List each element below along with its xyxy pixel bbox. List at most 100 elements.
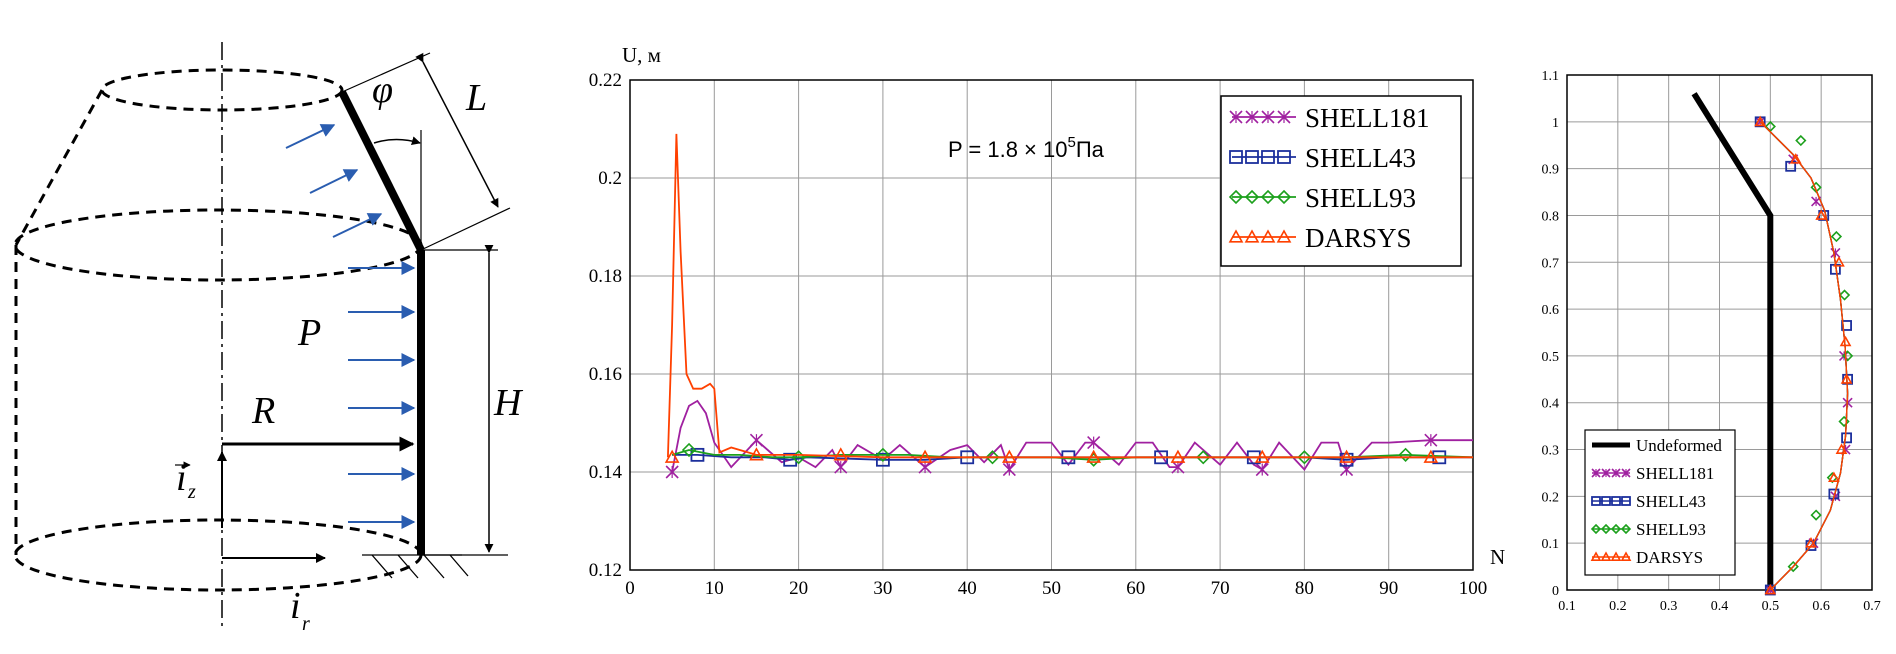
chart2-series-line-shell181 [671, 399, 1473, 473]
p-label: P [297, 312, 321, 354]
chart2-point-darsys [1423, 449, 1439, 463]
chart3-legend-label: SHELL93 [1636, 520, 1706, 539]
displacement-vs-n-chart: 0 10 20 30 40 50 60 70 80 90 100 0.120.140.160.180… [589, 43, 1505, 599]
chart3-legend-marker [1601, 496, 1611, 506]
chart2-point-shell93 [681, 442, 697, 458]
chart3-point-darsys [1828, 471, 1840, 483]
middle-ellipse [13, 208, 423, 282]
chart3-y-tick-label: 0.5 [1542, 350, 1560, 365]
chart3-legend-marker [1611, 496, 1621, 506]
shell-diagram: φ L P R H i z i r [13, 42, 524, 635]
chart3-legend-marker [1621, 468, 1631, 478]
chart2-legend-marker [1277, 150, 1291, 164]
chart3-x-tick-label: 0.4 [1711, 599, 1729, 614]
chart2-y-ticks: 0.12 0.14 0.16 0.18 0.2 0.22 [589, 70, 623, 581]
chart2-point-darsys [917, 449, 933, 463]
chart2-x-tick-label: 10 [705, 578, 724, 599]
chart3-point-shell93 [1838, 289, 1851, 301]
chart3-point-shell93 [1841, 350, 1854, 362]
chart2-x-tick-label: 40 [958, 578, 977, 599]
chart3-point-darsys [1789, 153, 1802, 164]
left-cone-generator [14, 89, 104, 246]
chart2-point-shell93 [1297, 450, 1312, 465]
chart2-x-tick-label: 0 [625, 578, 635, 599]
chart3-point-darsys [1835, 443, 1848, 454]
chart3-legend-marker [1621, 496, 1631, 506]
chart2-point-shell181 [1171, 460, 1185, 474]
chart2-legend-marker [1228, 229, 1244, 243]
chart2-point-shell181 [665, 465, 679, 479]
chart2-point-shell93 [1196, 450, 1211, 465]
chart3-x-tick-label: 0.3 [1660, 599, 1678, 614]
cone-profile [338, 90, 425, 252]
chart2-legend-marker [1260, 189, 1276, 205]
chart2-annotation: P = 1.8 × 105Па [948, 134, 1105, 162]
chart2-legend-marker [1244, 189, 1260, 205]
chart2-legend-marker [1245, 110, 1259, 124]
chart2-x-tick-label: 90 [1379, 578, 1398, 599]
chart2-point-shell181 [918, 460, 932, 474]
chart3-legend-marker [1591, 468, 1601, 478]
chart3-point-shell93 [1838, 415, 1850, 428]
chart2-point-darsys [1086, 449, 1102, 463]
l-label: L [465, 77, 487, 119]
chart2-legend-label: DARSYS [1305, 223, 1412, 253]
chart2-legend-marker [1229, 110, 1243, 124]
chart2-x-tick-label: 20 [789, 578, 808, 599]
phi-label: φ [372, 69, 393, 111]
chart2-point-shell181 [834, 460, 848, 474]
chart2-y-tick-label: 0.18 [589, 266, 622, 287]
chart3-legend-marker [1601, 468, 1611, 478]
chart3-x-tick-label: 0.1 [1558, 599, 1576, 614]
chart3-legend-marker [1611, 468, 1621, 478]
chart2-legend-marker [1228, 189, 1244, 205]
chart3-x-ticks: 0.1 0.2 0.3 0.4 0.5 0.6 0.7 [1558, 599, 1881, 614]
chart3-point-shell43 [1785, 160, 1797, 172]
chart3-x-tick-label: 0.5 [1762, 599, 1780, 614]
chart3-point-shell43 [1841, 320, 1852, 331]
chart2-x-tick-label: 70 [1211, 578, 1230, 599]
chart2-point-shell43 [876, 452, 890, 467]
chart2-point-darsys [1254, 449, 1270, 463]
chart3-point-shell93 [1830, 230, 1843, 243]
chart2-point-shell181 [1424, 433, 1438, 447]
chart3-legend-label: SHELL43 [1636, 492, 1706, 511]
chart2-y-tick-label: 0.14 [589, 462, 623, 483]
chart3-y-tick-label: 0 [1552, 584, 1559, 599]
chart3-y-ticks: 0 0.1 0.2 0.3 0.4 0.5 0.6 0.7 0.8 0.9 1 1.1 [1542, 69, 1560, 599]
chart3-y-tick-label: 0.3 [1542, 444, 1560, 459]
chart2-legend-label: SHELL93 [1305, 183, 1416, 213]
top-ellipse [100, 68, 344, 112]
chart2-legend-marker [1277, 110, 1291, 124]
chart2-legend: SHELL181 SHELL43 SHELL93 DARSYS [1220, 95, 1462, 267]
chart2-point-darsys [664, 449, 680, 463]
chart2-frame [629, 79, 1474, 571]
ir-label: i r [290, 585, 310, 635]
chart2-legend-marker [1276, 189, 1292, 205]
chart3-legend: Undeformed SHELL181 SHELL43 SHELL93 DARSYS [1584, 429, 1736, 576]
svg-text:r: r [302, 613, 310, 635]
chart2-point-shell43 [1339, 452, 1354, 467]
chart3-legend-marker [1610, 523, 1622, 535]
chart2-legend-marker [1245, 150, 1259, 164]
chart3-y-tick-label: 0.2 [1542, 490, 1560, 505]
chart3-point-shell93 [1795, 134, 1807, 147]
chart3-point-darsys [1839, 335, 1852, 347]
chart2-y-axis-label: U, м [622, 43, 661, 67]
chart2-legend-label: SHELL43 [1305, 143, 1416, 173]
r-label: R [251, 390, 275, 432]
chart2-x-tick-label: 80 [1295, 578, 1314, 599]
chart3-y-tick-label: 0.6 [1542, 303, 1560, 318]
chart2-x-tick-label: 30 [873, 578, 892, 599]
chart2-point-darsys [1001, 449, 1017, 463]
chart3-legend-marker [1590, 551, 1602, 562]
chart3-legend-label: SHELL181 [1636, 464, 1714, 483]
chart3-legend-marker [1620, 551, 1632, 562]
chart3-y-tick-label: 1.1 [1542, 69, 1560, 84]
chart3-legend-marker [1600, 523, 1612, 535]
chart2-legend-label: SHELL181 [1305, 103, 1430, 133]
chart3-y-tick-label: 0.4 [1542, 397, 1560, 412]
chart2-point-shell93 [985, 450, 1000, 465]
chart3-frame [1566, 74, 1873, 591]
